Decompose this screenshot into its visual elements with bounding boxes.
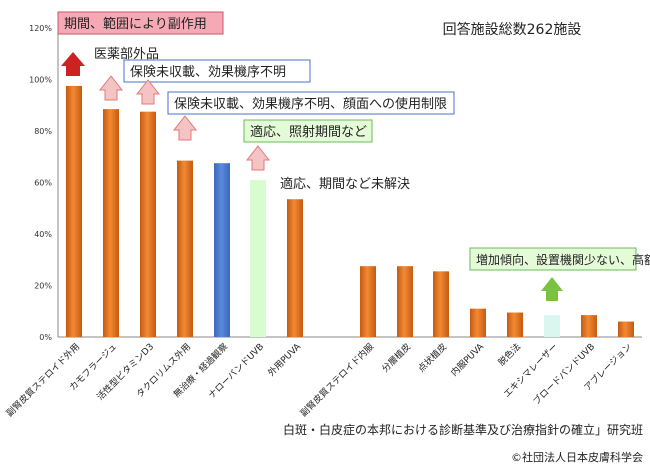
annotation-not-covered-facial: 保険未収載、効果機序不明、顔面への使用制限 [167, 91, 455, 115]
up-arrow-pink-icon [245, 145, 271, 171]
total-facilities-label: 回答施設総数262施設 [443, 21, 582, 38]
annotation-indication-period: 適応、照射期間など [243, 119, 373, 143]
annotation-unresolved: 適応、期間など未解決 [280, 176, 410, 192]
annotation-quasi-drug: 医薬部外品 [94, 47, 159, 62]
bar [544, 315, 560, 337]
up-arrow-pink-icon [135, 79, 161, 105]
y-tick-label: 100% [29, 76, 52, 85]
y-tick-label: 80% [34, 127, 52, 136]
up-arrow-green-icon [541, 277, 563, 301]
y-tick-label: 60% [34, 179, 52, 188]
copyright-notice: ©社団法人日本皮膚科学会 [511, 450, 643, 464]
annotation-box [167, 91, 455, 115]
annotation-box [243, 119, 373, 143]
annotation-box [469, 247, 637, 271]
bar [360, 266, 376, 337]
annotation-text: 期間、範囲により副作用 [64, 17, 207, 32]
category-label: 脱色法 [496, 341, 524, 369]
bar [103, 109, 119, 337]
annotation-text: 保険未収載、効果機序不明 [130, 65, 286, 80]
bar [177, 160, 193, 337]
annotation-text: 適応、照射期間など [250, 124, 367, 140]
bar [581, 315, 597, 337]
category-label: 外用PUVA [265, 340, 304, 379]
bar [140, 111, 156, 337]
category-labels: 副腎皮質ステロイド外用カモフラージュ活性型ビタミンD3タクロリムス外用無治療・経… [4, 340, 634, 419]
bar [287, 199, 303, 337]
annotation-not-covered: 保険未収載、効果機序不明 [123, 59, 311, 83]
source-footer: 白斑・白皮症の本邦における診断基準及び治療指針の確立」研究班 [283, 422, 643, 437]
category-label: 点状植皮 [415, 341, 449, 375]
category-label: 副腎皮質ステロイド外用 [4, 341, 82, 419]
bar [214, 163, 230, 337]
annotation-text: 増加傾向、設置機関少ない、高額 [476, 252, 650, 267]
category-label: 内服PUVA [448, 340, 487, 379]
category-label: ブロードバンドUVB [530, 341, 597, 408]
annotation-box [57, 11, 224, 35]
y-tick-label: 0% [39, 333, 52, 342]
category-label: 分層植皮 [379, 341, 413, 375]
bar [470, 308, 486, 337]
up-arrow-red-icon [61, 52, 85, 76]
annotation-increasing: 増加傾向、設置機関少ない、高額 [469, 247, 650, 271]
y-tick-labels: 0% 20% 40% 60% 80% 100% 120% [29, 24, 52, 342]
bars [66, 85, 634, 337]
bar [397, 266, 413, 337]
bar [66, 85, 82, 337]
bar [250, 179, 266, 337]
annotation-side-effects: 期間、範囲により副作用 [57, 11, 224, 35]
category-label: 副腎皮質ステロイド内服 [298, 341, 376, 419]
y-tick-label: 40% [34, 230, 52, 239]
up-arrow-pink-icon [172, 115, 198, 141]
annotation-box [123, 59, 311, 83]
annotation-text: 保険未収載、効果機序不明、顔面への使用制限 [174, 96, 447, 112]
bar [433, 271, 449, 337]
y-tick-label: 20% [34, 282, 52, 291]
y-tick-label: 120% [29, 24, 52, 33]
bar [507, 312, 523, 337]
up-arrow-pink-icon [98, 75, 124, 101]
bar [618, 321, 634, 337]
